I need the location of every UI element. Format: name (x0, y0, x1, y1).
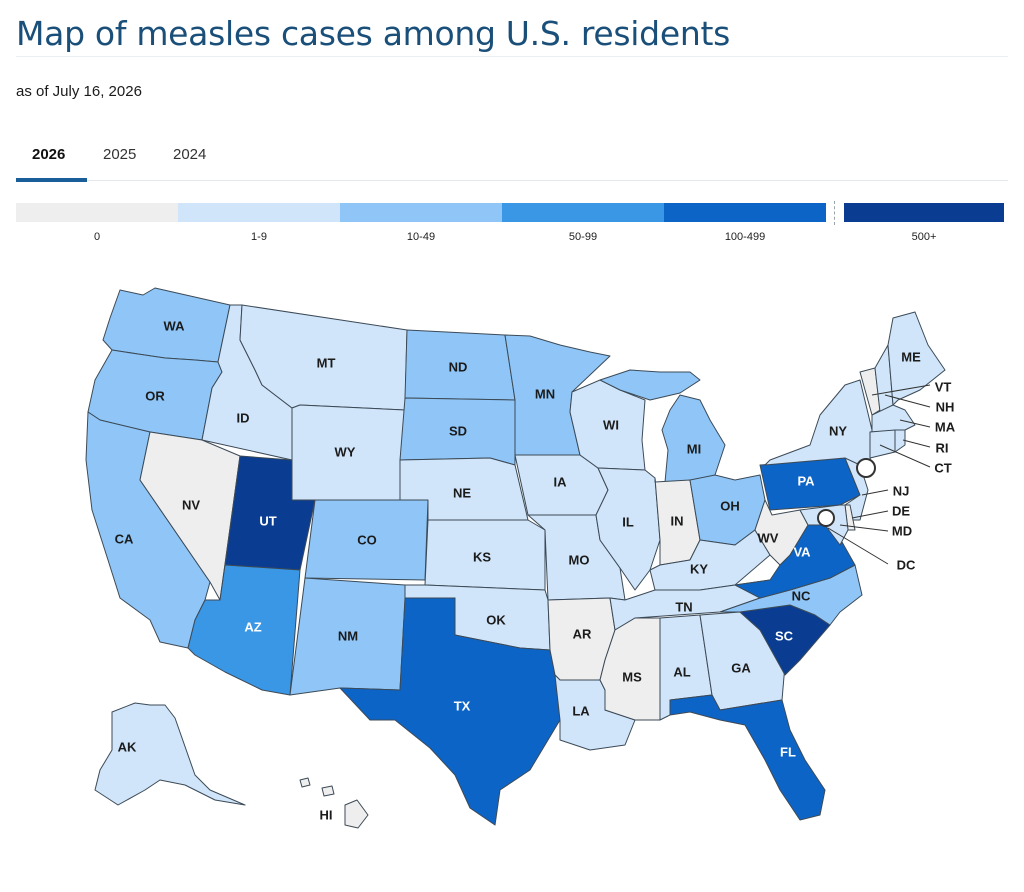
label-ca: CA (115, 532, 134, 547)
state-me[interactable] (887, 311, 946, 406)
label-tn: TN (675, 600, 692, 615)
tab-2024[interactable]: 2024 (173, 146, 207, 163)
label-id: ID (237, 411, 250, 426)
label-ia: IA (554, 475, 568, 490)
label-nc: NC (792, 589, 811, 604)
legend-swatch-50-99 (502, 203, 664, 222)
state-az[interactable] (187, 564, 301, 696)
state-co[interactable] (304, 499, 429, 581)
small-state-leaders (817, 384, 931, 565)
label-sc: SC (775, 629, 794, 644)
label-ky: KY (690, 562, 708, 577)
legend-divider (834, 201, 835, 225)
label-de: DE (892, 504, 910, 519)
tab-2025[interactable]: 2025 (103, 146, 137, 163)
label-vt: VT (935, 380, 952, 395)
state-ct[interactable] (869, 429, 896, 459)
page-title: Map of measles cases among U.S. resident… (16, 14, 730, 53)
label-tx: TX (454, 699, 471, 714)
label-sd: SD (449, 424, 467, 439)
label-or: OR (145, 389, 165, 404)
state-ms[interactable] (599, 617, 661, 721)
state-ks[interactable] (424, 519, 546, 591)
legend-label-1-9: 1-9 (251, 231, 267, 243)
state-mi[interactable] (599, 369, 701, 401)
tab-2026[interactable]: 2026 (32, 146, 66, 163)
label-az: AZ (244, 620, 261, 635)
legend-label-100-499: 100-499 (724, 231, 766, 243)
label-in: IN (671, 514, 684, 529)
label-ma: MA (935, 420, 956, 435)
label-va: VA (793, 545, 811, 560)
label-dc: DC (897, 558, 916, 573)
label-co: CO (357, 533, 377, 548)
state-tx[interactable] (339, 597, 561, 826)
label-ny: NY (829, 424, 847, 439)
state-hi-island-2[interactable] (321, 785, 335, 797)
label-la: LA (572, 704, 590, 719)
legend-swatch-100-499 (664, 203, 826, 222)
state-labels: WA OR CA ID NV MT WY UT AZ CO NM ND SD N… (115, 319, 956, 823)
title-divider (16, 56, 1008, 57)
label-mo: MO (569, 553, 590, 568)
state-fl[interactable] (669, 694, 826, 821)
label-nh: NH (936, 400, 955, 415)
label-wv: WV (758, 531, 779, 546)
label-ok: OK (486, 613, 506, 628)
state-ak[interactable] (94, 702, 246, 806)
label-nv: NV (182, 498, 200, 513)
label-ak: AK (118, 740, 137, 755)
year-tabs: 2026 2025 2024 (16, 140, 1008, 182)
state-il[interactable] (595, 467, 661, 591)
label-nd: ND (449, 360, 468, 375)
label-ct: CT (934, 461, 951, 476)
label-wy: WY (335, 445, 356, 460)
legend: 0 1-9 10-49 50-99 100-499 500+ (16, 201, 1004, 243)
label-ks: KS (473, 550, 491, 565)
label-mt: MT (317, 356, 336, 371)
label-ms: MS (622, 670, 642, 685)
legend-label-10-49: 10-49 (406, 231, 436, 243)
label-ut: UT (259, 514, 276, 529)
label-mn: MN (535, 387, 555, 402)
state-hi[interactable] (344, 799, 369, 829)
label-oh: OH (720, 499, 740, 514)
label-wi: WI (603, 418, 619, 433)
active-tab-indicator (16, 178, 87, 182)
as-of-date: as of July 16, 2026 (16, 83, 142, 100)
legend-swatch-1-9 (178, 203, 340, 222)
state-mi-lower[interactable] (661, 394, 726, 483)
state-hi-island-3[interactable] (299, 777, 311, 788)
legend-swatch-10-49 (340, 203, 502, 222)
label-mi: MI (687, 442, 701, 457)
label-wa: WA (164, 319, 186, 334)
us-map: WA OR CA ID NV MT WY UT AZ CO NM ND SD N… (85, 287, 956, 829)
state-ny[interactable] (764, 379, 873, 473)
nj-callout-marker (856, 458, 876, 478)
label-al: AL (673, 665, 690, 680)
legend-label-500-plus: 500+ (911, 231, 937, 243)
label-me: ME (901, 350, 921, 365)
legend-swatch-500-plus (844, 203, 1004, 222)
label-md: MD (892, 524, 912, 539)
state-ri[interactable] (894, 429, 906, 453)
label-ar: AR (573, 627, 592, 642)
legend-label-50-99: 50-99 (568, 231, 598, 243)
legend-label-0: 0 (93, 231, 101, 243)
label-nm: NM (338, 629, 358, 644)
legend-swatch-0 (16, 203, 178, 222)
dc-callout-marker (817, 509, 835, 527)
label-il: IL (622, 515, 634, 530)
label-ri: RI (936, 441, 949, 456)
label-fl: FL (780, 745, 796, 760)
label-hi: HI (320, 808, 333, 823)
label-ga: GA (731, 661, 751, 676)
label-ne: NE (453, 486, 471, 501)
label-nj: NJ (893, 484, 910, 499)
label-pa: PA (797, 474, 815, 489)
